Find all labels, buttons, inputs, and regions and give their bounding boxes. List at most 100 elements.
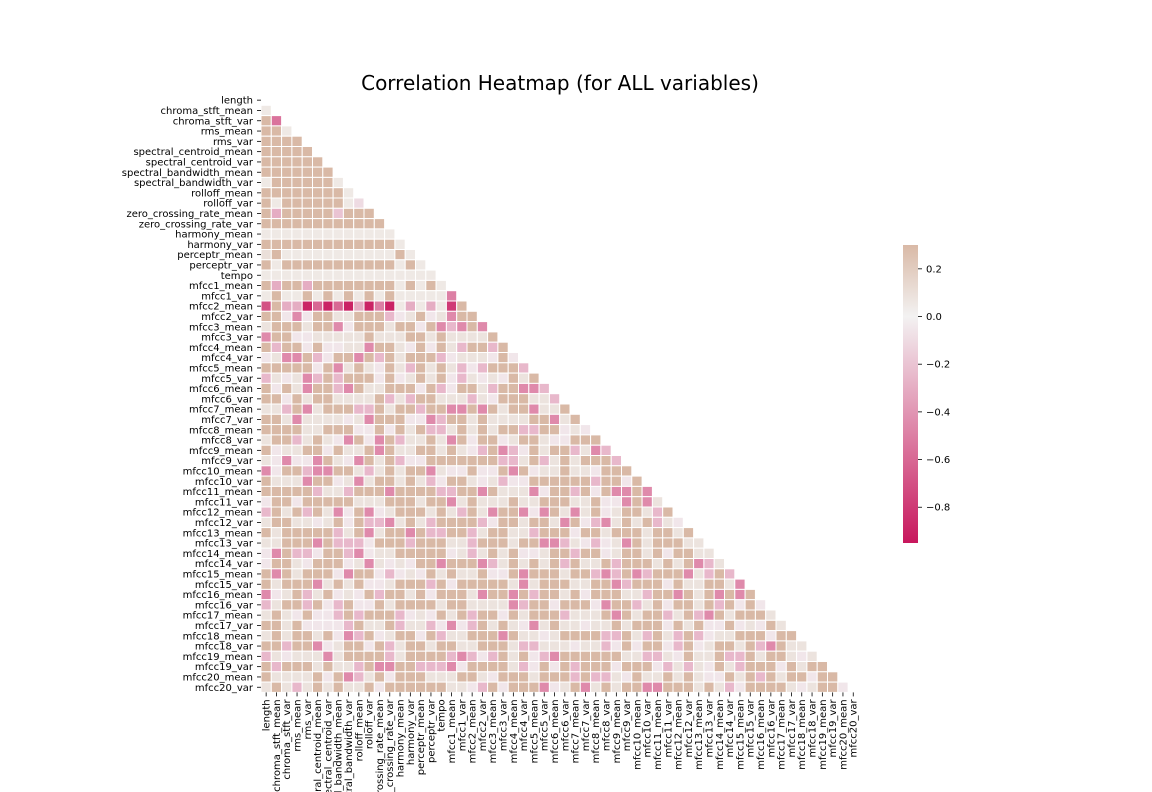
heatmap-cell	[816, 671, 829, 683]
heatmap-cell	[342, 619, 355, 632]
heatmap-cell	[373, 362, 386, 374]
heatmap-cell	[641, 485, 653, 498]
heatmap-cell	[682, 619, 695, 632]
heatmap-cell	[528, 372, 540, 384]
y-tick-label: mfcc11_var	[195, 497, 254, 508]
heatmap-cell	[445, 558, 458, 570]
heatmap-cell	[703, 661, 715, 673]
y-tick-label: mfcc16_var	[195, 600, 254, 611]
heatmap-cell	[425, 650, 437, 663]
heatmap-cell	[682, 671, 695, 683]
heatmap-cell	[435, 650, 447, 663]
y-tick-label: mfcc13_var	[195, 539, 254, 550]
heatmap-cell	[373, 465, 386, 477]
heatmap-cell	[466, 599, 478, 611]
heatmap-cell	[476, 506, 489, 518]
heatmap-cell	[559, 681, 571, 693]
heatmap-cell	[476, 599, 489, 611]
heatmap-cell	[270, 588, 283, 601]
y-tick-label: mfcc6_mean	[189, 384, 253, 395]
heatmap-cell	[466, 372, 478, 384]
heatmap-cell	[456, 537, 468, 549]
heatmap-cell	[394, 393, 406, 405]
heatmap-cell	[363, 372, 375, 384]
heatmap-cell	[579, 578, 592, 590]
heatmap-cell	[270, 135, 283, 147]
heatmap-cell	[487, 331, 499, 343]
heatmap-cell	[569, 547, 581, 560]
heatmap-cell	[641, 588, 653, 601]
heatmap-cell	[466, 465, 478, 477]
heatmap-cell	[487, 465, 499, 477]
heatmap-cell	[651, 599, 664, 611]
heatmap-cell	[518, 578, 530, 590]
heatmap-cell	[353, 537, 365, 549]
heatmap-cell	[312, 424, 324, 436]
y-tick-label: perceptr_mean	[177, 250, 253, 261]
heatmap-cell	[415, 527, 427, 539]
heatmap-cell	[373, 218, 386, 230]
heatmap-cell	[487, 661, 499, 673]
heatmap-cell	[415, 352, 427, 364]
heatmap-cell	[445, 568, 458, 580]
heatmap-cell	[476, 671, 489, 683]
heatmap-cell	[672, 516, 684, 529]
heatmap-cell	[281, 681, 293, 693]
x-tick-label: mfcc6_var	[560, 699, 571, 752]
heatmap-cell	[260, 290, 272, 302]
heatmap-cell	[662, 681, 674, 693]
heatmap-cell	[301, 249, 314, 261]
heatmap-cell	[600, 619, 612, 632]
heatmap-cell	[415, 290, 427, 302]
heatmap-cell	[322, 630, 334, 642]
heatmap-cell	[270, 382, 283, 395]
x-tick-label: mfcc5_var	[540, 699, 551, 752]
heatmap-cell	[404, 650, 417, 663]
heatmap-cell	[497, 650, 509, 663]
heatmap-cell	[260, 516, 272, 529]
heatmap-cell	[291, 568, 303, 580]
heatmap-cell	[342, 321, 355, 333]
heatmap-cell	[373, 650, 386, 663]
heatmap-cell	[590, 671, 602, 683]
heatmap-cell	[621, 506, 633, 518]
x-tick-label: mfcc19_mean	[818, 699, 829, 769]
heatmap-cell	[651, 516, 664, 529]
heatmap-cell	[353, 619, 365, 632]
heatmap-cell	[394, 671, 406, 683]
heatmap-cell	[569, 485, 581, 498]
heatmap-cell	[363, 630, 375, 642]
heatmap-cell	[445, 506, 458, 518]
x-tick-label: mfcc17_mean	[777, 699, 788, 769]
x-tick-label: mfcc2_mean	[468, 699, 479, 763]
heatmap-cell	[270, 455, 283, 467]
heatmap-cell	[497, 403, 509, 415]
heatmap-cell	[435, 393, 447, 405]
heatmap-cell	[487, 485, 499, 498]
heatmap-cell	[260, 630, 272, 642]
heatmap-cell	[631, 640, 643, 652]
heatmap-cell	[724, 630, 736, 642]
heatmap-cell	[312, 187, 324, 199]
heatmap-cell	[579, 547, 592, 560]
heatmap-cell	[394, 640, 406, 652]
heatmap-cell	[621, 640, 633, 652]
x-tick-label: spectral_bandwidth_mean	[334, 699, 345, 792]
heatmap-cell	[579, 558, 592, 570]
heatmap-cell	[476, 352, 489, 364]
heatmap-cell	[384, 228, 396, 240]
heatmap-cell	[404, 424, 417, 436]
heatmap-cell	[394, 290, 406, 302]
heatmap-cell	[363, 516, 375, 529]
heatmap-cell	[322, 485, 334, 498]
heatmap-cell	[569, 661, 581, 673]
heatmap-cell	[373, 310, 386, 323]
heatmap-cell	[548, 578, 561, 590]
heatmap-cell	[662, 568, 674, 580]
heatmap-cell	[497, 630, 509, 642]
y-tick-label: mfcc18_var	[195, 642, 254, 653]
heatmap-cell	[569, 650, 581, 663]
heatmap-cell	[631, 527, 643, 539]
heatmap-cell	[281, 547, 293, 560]
y-tick-label: mfcc15_mean	[183, 569, 253, 580]
